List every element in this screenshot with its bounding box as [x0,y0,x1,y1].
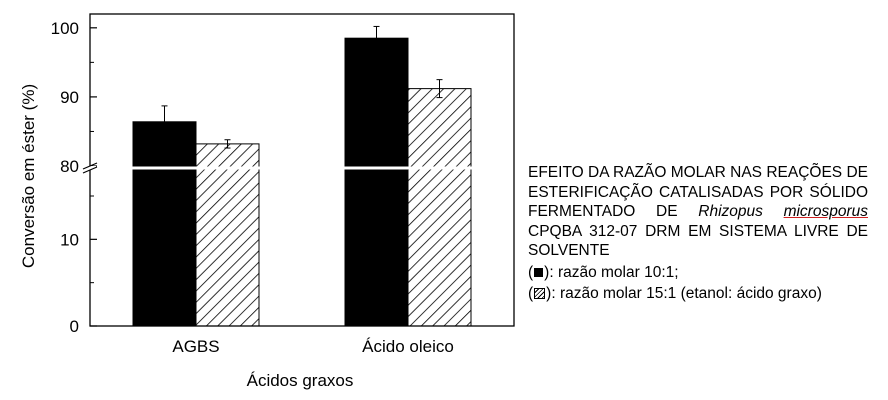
axis-break [82,162,513,174]
error-bar [373,25,380,51]
bar-chart: AGBS Ácido oleico 0 10 80 90 100 Conversão em … [19,13,515,390]
bar [407,88,472,327]
caption-title: EFEITO DA RAZÃO MOLAR NAS REAÇÕES DE EST… [528,164,868,259]
error-bar [224,139,231,149]
bar [132,121,197,327]
x-tick-label: Ácido oleico [362,337,454,356]
y-tick-label: 80 [60,157,79,176]
hatched-square-icon [534,288,546,299]
x-tick-label: AGBS [172,337,219,356]
y-axis-label: Conversão em éster (%) [19,84,38,268]
solid-square-icon [534,267,544,277]
y-tick-label: 100 [51,19,79,38]
y-tick-label: 90 [60,88,79,107]
bars-layer [132,25,472,327]
bar [344,37,409,327]
y-tick-label: 10 [60,230,79,249]
legend-hatched: (): razão molar 15:1 (etanol: ácido grax… [528,285,822,302]
y-tick-label: 0 [70,317,79,336]
break-gap-axis [84,166,96,170]
break-mark [82,162,98,170]
break-gap [91,166,513,170]
figure-caption: EFEITO DA RAZÃO MOLAR NAS REAÇÕES DE EST… [528,163,868,304]
bar [195,143,260,327]
break-mark [82,166,98,174]
x-axis-label: Ácidos graxos [247,371,354,390]
legend-solid: (): razão molar 10:1; [528,263,679,281]
error-bar [161,105,168,139]
error-bar [436,79,443,99]
